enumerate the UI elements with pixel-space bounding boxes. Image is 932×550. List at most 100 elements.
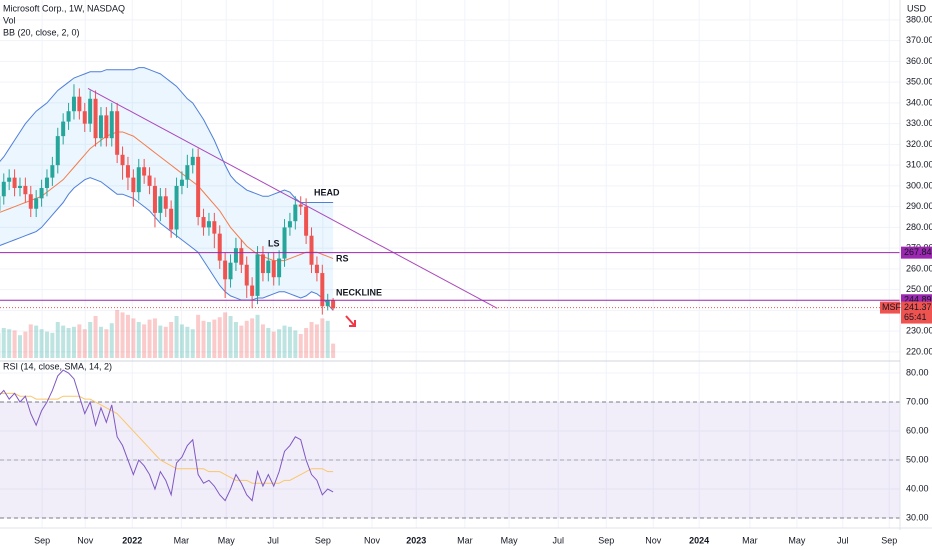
volume-bar (325, 320, 330, 358)
x-tick-label: Nov (77, 535, 94, 545)
countdown-label: 65:41 (904, 312, 927, 322)
volume-bar (61, 325, 66, 358)
volume-bar (66, 328, 71, 358)
price-label: 267.84 (904, 247, 932, 257)
volume-bar (320, 318, 325, 358)
y-tick-label: 220.00 (906, 346, 932, 356)
volume-bar (136, 322, 141, 358)
candle-body (287, 221, 292, 228)
volume-bar (266, 328, 271, 358)
volume-bar (190, 329, 195, 358)
y-tick-label: 250.00 (906, 284, 932, 294)
volume-bar (287, 326, 292, 358)
y-tick-label: 300.00 (906, 180, 932, 190)
volume-bar (212, 319, 217, 358)
candle-body (131, 177, 136, 193)
pattern-label: LS (268, 238, 280, 248)
candle-body (44, 177, 49, 188)
candle-body (314, 264, 319, 274)
candle-body (282, 227, 287, 259)
volume-bar (309, 322, 314, 358)
volume-bar (142, 324, 147, 358)
candle-body (77, 96, 82, 112)
volume-bar (298, 334, 303, 358)
candle-body (66, 111, 71, 122)
bb-label: BB (20, close, 2, 0) (3, 27, 80, 37)
candle-body (196, 156, 201, 218)
candle-body (50, 165, 55, 178)
rsi-tick-label: 40.00 (906, 483, 929, 493)
volume-bar (185, 326, 190, 358)
candle-body (61, 121, 66, 137)
rsi-tick-label: 80.00 (906, 367, 929, 377)
symbol-box (880, 301, 900, 314)
candle-body (115, 111, 120, 155)
volume-bar (104, 329, 109, 358)
candle-body (82, 111, 87, 124)
volume-bar (88, 322, 93, 358)
volume-bar (260, 324, 265, 358)
candle-body (93, 98, 98, 139)
candle-body (34, 198, 39, 209)
volume-bar (23, 331, 28, 358)
volume-bar (293, 330, 298, 358)
candle-body (104, 115, 109, 139)
candle-body (158, 196, 163, 213)
y-tick-label: 290.00 (906, 201, 932, 211)
candle-body (212, 221, 217, 234)
volume-bar (282, 325, 287, 358)
candle-body (142, 167, 147, 176)
x-tick-label: Jul (552, 535, 564, 545)
volume-bar (169, 322, 174, 358)
volume-bar (131, 318, 136, 358)
y-tick-label: 230.00 (906, 326, 932, 336)
volume-bar (1, 328, 6, 358)
candle-body (325, 300, 330, 307)
rsi-tick-label: 60.00 (906, 425, 929, 435)
candle-body (147, 175, 152, 186)
last-price-label: 241.37 (904, 302, 932, 312)
bb-lower (0, 177, 334, 311)
pattern-label: RS (336, 253, 349, 263)
volume-bar (120, 312, 125, 358)
y-tick-label: 320.00 (906, 139, 932, 149)
candle-body (201, 217, 206, 228)
x-tick-label: Jul (267, 535, 279, 545)
volume-bar (158, 325, 163, 358)
y-tick-label: 310.00 (906, 160, 932, 170)
y-tick-label: 380.00 (906, 14, 932, 24)
candle-body (271, 260, 276, 278)
candle-body (28, 194, 33, 209)
candle-body (7, 177, 12, 182)
candle-body (17, 185, 22, 188)
candle-body (228, 262, 233, 280)
candle-body (88, 98, 93, 124)
volume-bar (125, 314, 130, 358)
bb-upper (0, 67, 334, 204)
pattern-label: HEAD (314, 187, 340, 197)
volume-bar (277, 329, 282, 358)
volume-bar (217, 317, 222, 358)
x-tick-label: 2022 (122, 535, 142, 545)
y-tick-label: 350.00 (906, 77, 932, 87)
volume-bar (93, 316, 98, 358)
y-tick-label: 360.00 (906, 56, 932, 66)
x-tick-label: Sep (34, 535, 50, 545)
volume-bar (12, 330, 17, 358)
last-price-box (901, 301, 932, 324)
arrow (345, 315, 356, 327)
x-tick-label: May (788, 535, 806, 545)
y-tick-label: 280.00 (906, 222, 932, 232)
candle-body (293, 204, 298, 222)
volume-bar (201, 320, 206, 358)
x-tick-label: Sep (598, 535, 614, 545)
volume-bar (223, 312, 228, 358)
candle-body (223, 260, 228, 280)
y-tick-label: 260.00 (906, 263, 932, 273)
volume-bar (206, 322, 211, 358)
x-tick-label: 2023 (406, 535, 426, 545)
volume-bar (109, 323, 114, 358)
candle-body (39, 187, 44, 199)
x-tick-label: Nov (364, 535, 381, 545)
